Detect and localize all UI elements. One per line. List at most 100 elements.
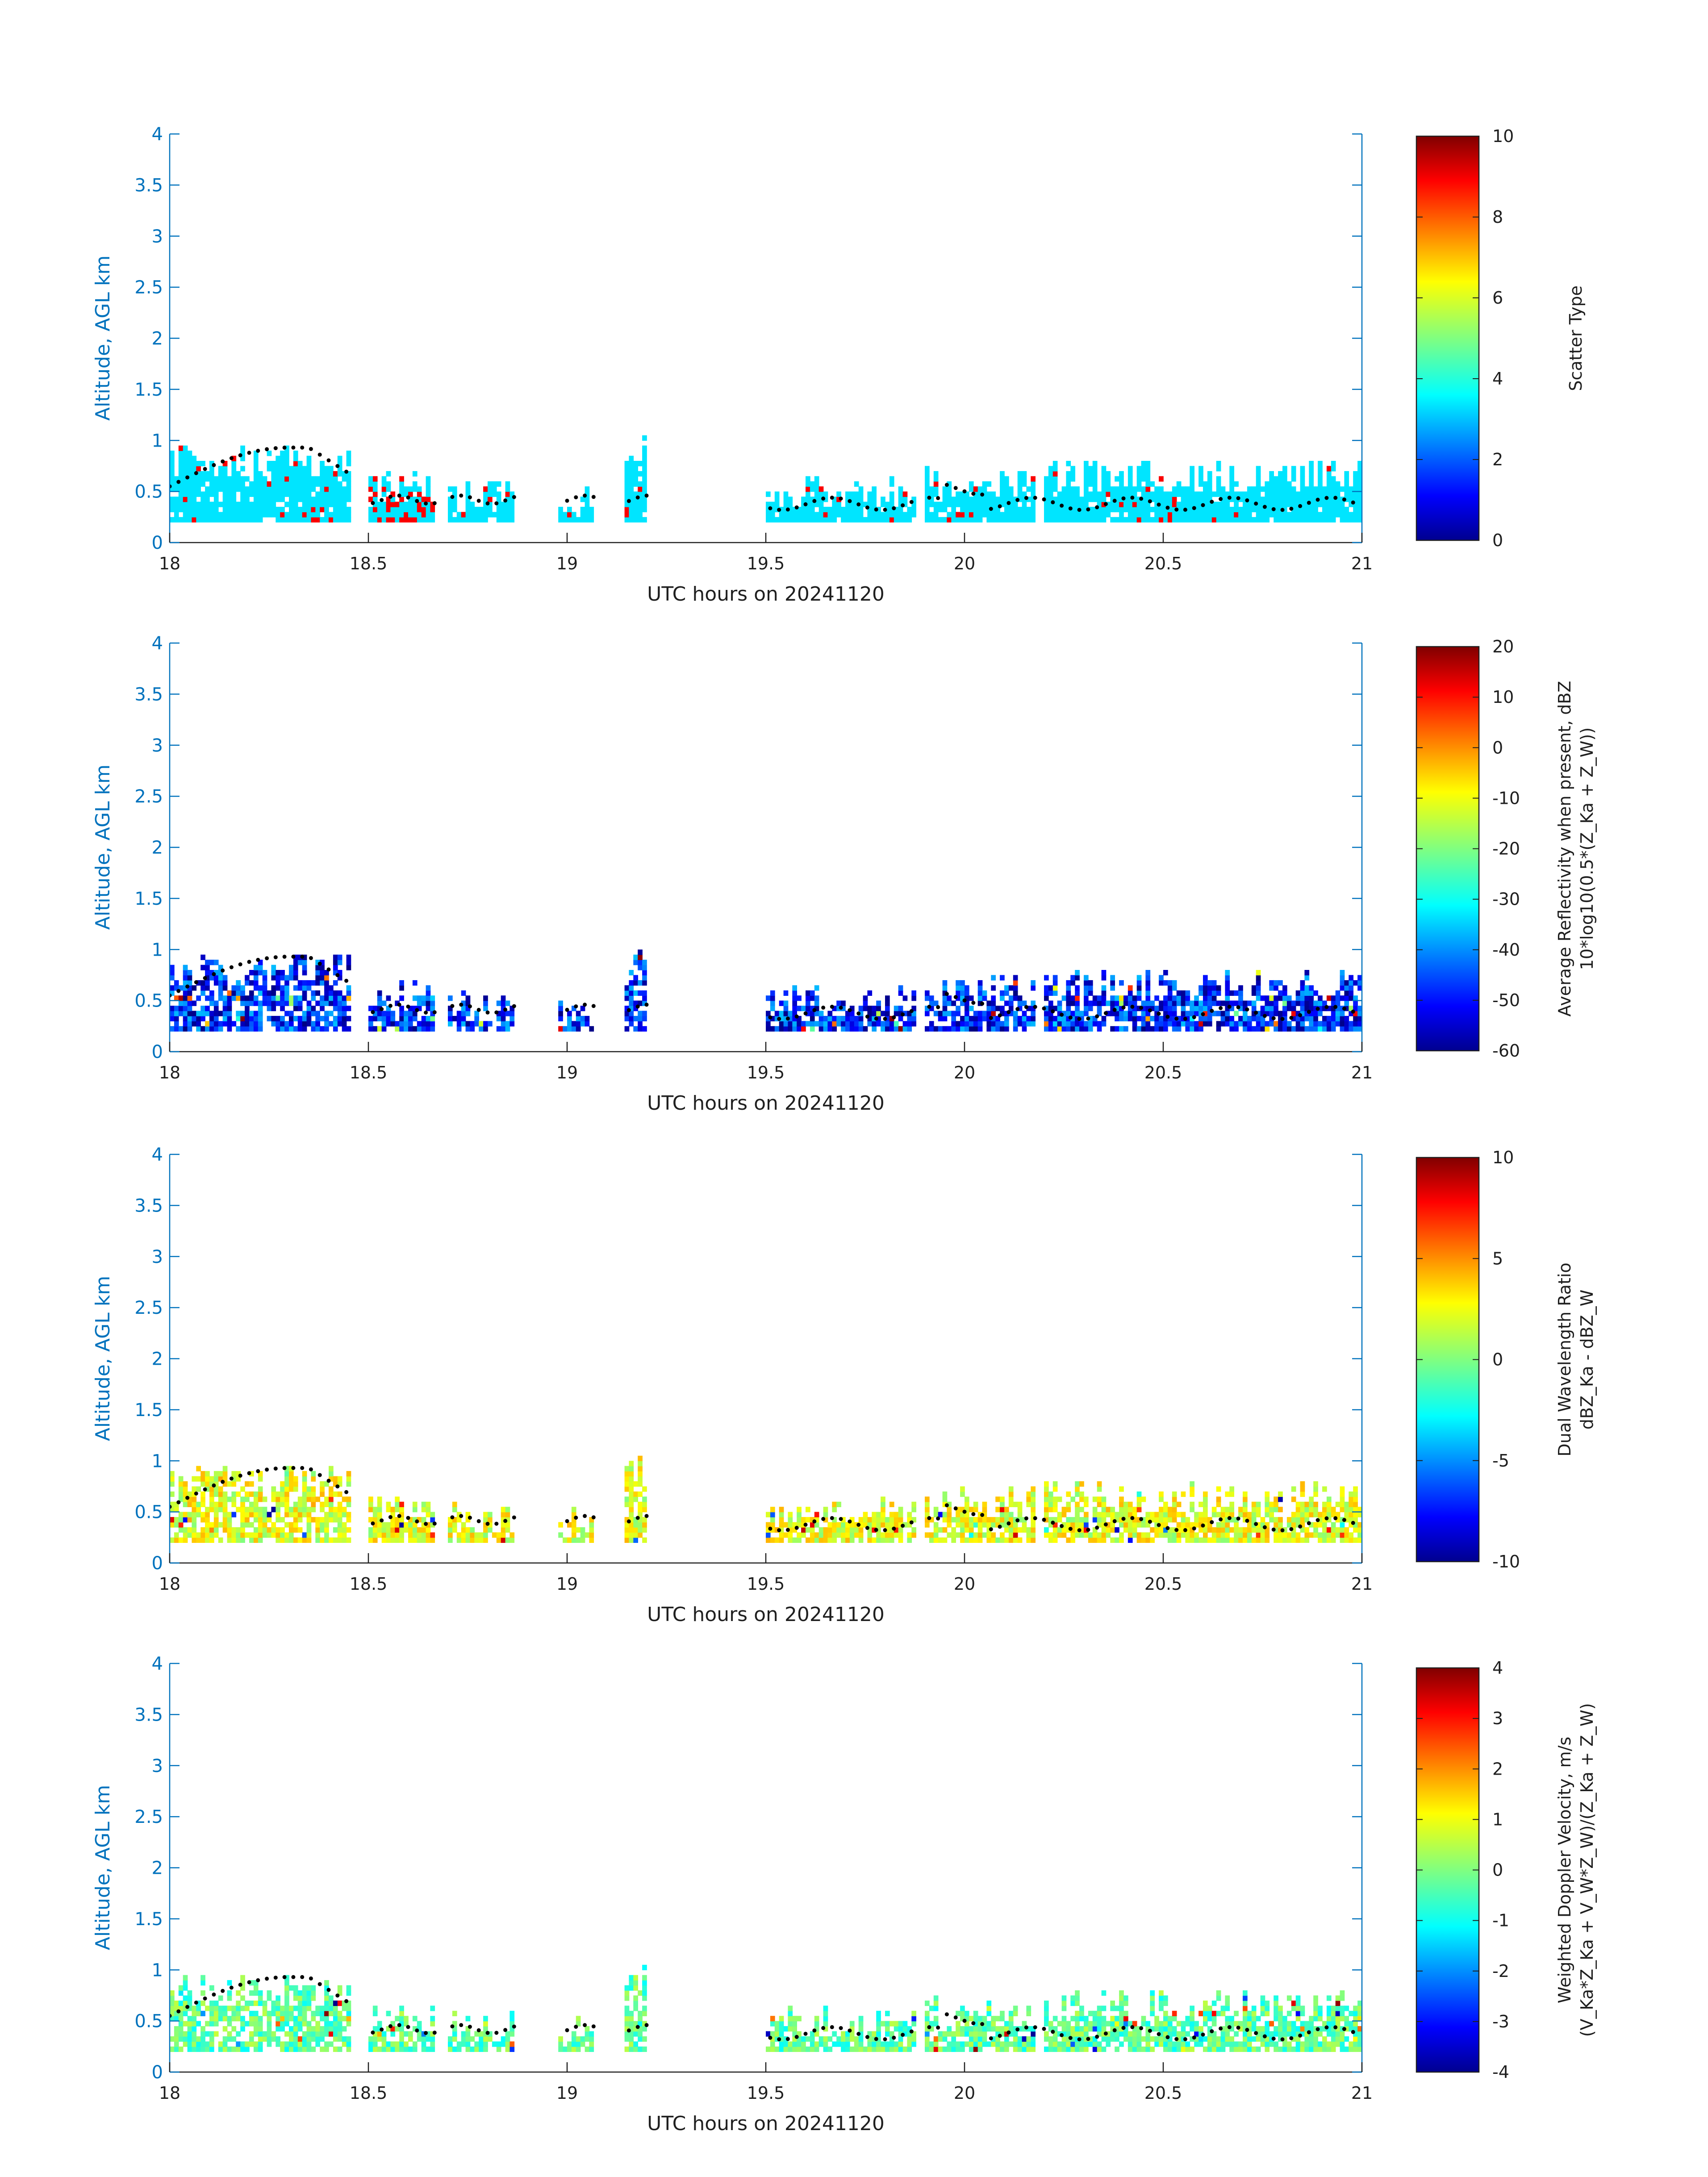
heatmap-cell bbox=[783, 1532, 789, 1538]
heatmap-cell bbox=[841, 1000, 846, 1006]
heatmap-cell bbox=[218, 1496, 223, 1502]
heatmap-cell bbox=[1282, 486, 1287, 492]
heatmap-cell bbox=[333, 1512, 338, 1517]
heatmap-cell bbox=[1318, 1512, 1323, 1517]
heatmap-cell bbox=[1150, 517, 1155, 522]
y-tick-label: 0.5 bbox=[134, 1502, 163, 1523]
heatmap-cell bbox=[558, 1026, 563, 1032]
heatmap-cell bbox=[183, 512, 188, 518]
heatmap-cell bbox=[236, 1491, 241, 1497]
heatmap-cell bbox=[1031, 1496, 1036, 1502]
heatmap-cell bbox=[986, 517, 992, 522]
heatmap-cell bbox=[227, 1011, 232, 1016]
heatmap-cell bbox=[947, 1501, 952, 1507]
heatmap-cell bbox=[1220, 1011, 1226, 1016]
heatmap-cell bbox=[386, 1021, 391, 1027]
heatmap-cell bbox=[1185, 1532, 1190, 1538]
heatmap-cell bbox=[933, 491, 939, 497]
heatmap-cell bbox=[1022, 1527, 1027, 1533]
heatmap-cell bbox=[297, 995, 303, 1001]
heatmap-cell bbox=[1295, 497, 1301, 502]
heatmap-cell bbox=[483, 1522, 488, 1528]
heatmap-cell bbox=[426, 1532, 431, 1538]
heatmap-cell bbox=[377, 1522, 382, 1528]
heatmap-cell bbox=[766, 1011, 771, 1016]
heatmap-cell bbox=[1092, 1496, 1098, 1502]
heatmap-cell bbox=[417, 512, 422, 518]
heatmap-cell bbox=[1132, 1512, 1137, 1517]
heatmap-cell bbox=[1079, 501, 1084, 507]
heatmap-cell bbox=[982, 995, 987, 1001]
heatmap-cell bbox=[1128, 985, 1133, 991]
heatmap-cell bbox=[1132, 512, 1137, 518]
heatmap-cell bbox=[306, 517, 312, 522]
heatmap-cell bbox=[858, 512, 864, 518]
heatmap-cell bbox=[1145, 970, 1151, 976]
heatmap-cell bbox=[814, 497, 819, 502]
heatmap-cell bbox=[1344, 1015, 1349, 1022]
heatmap-cell bbox=[1097, 1481, 1102, 1487]
heatmap-cell bbox=[766, 1527, 771, 1533]
heatmap-cell bbox=[1238, 1512, 1243, 1517]
heatmap-cell bbox=[576, 1537, 581, 1543]
y-axis-label-1: Altitude, AGL km bbox=[92, 255, 114, 421]
heatmap-cell bbox=[412, 1507, 418, 1513]
cloud-base-dot bbox=[388, 494, 393, 499]
heatmap-cell bbox=[280, 990, 285, 996]
heatmap-cell bbox=[845, 1015, 850, 1022]
heatmap-cell bbox=[372, 1006, 378, 1011]
heatmap-cell bbox=[430, 1000, 435, 1006]
heatmap-cell bbox=[386, 471, 391, 477]
heatmap-cell bbox=[258, 1486, 263, 1492]
heatmap-cell bbox=[1052, 1517, 1058, 1523]
heatmap-cell bbox=[1031, 1021, 1036, 1027]
heatmap-cell bbox=[638, 461, 643, 467]
heatmap-cell bbox=[192, 1011, 197, 1016]
heatmap-cell bbox=[293, 476, 298, 482]
heatmap-cell bbox=[329, 517, 334, 522]
heatmap-cell bbox=[1243, 1537, 1248, 1543]
heatmap-cell bbox=[426, 1522, 431, 1528]
heatmap-cell bbox=[1229, 486, 1234, 492]
heatmap-cell bbox=[629, 497, 634, 502]
heatmap-cell bbox=[408, 517, 413, 522]
heatmap-cell bbox=[638, 1532, 643, 1538]
heatmap-cell bbox=[333, 486, 338, 492]
heatmap-cell bbox=[995, 512, 1000, 518]
heatmap-cell bbox=[1128, 506, 1133, 513]
heatmap-cell bbox=[390, 1532, 396, 1538]
heatmap-cell bbox=[236, 990, 241, 996]
heatmap-cell bbox=[1335, 512, 1341, 518]
cloud-base-dot bbox=[1201, 1012, 1205, 1016]
heatmap-cell bbox=[183, 1006, 188, 1011]
heatmap-cell bbox=[1207, 501, 1212, 507]
heatmap-cell bbox=[907, 1522, 912, 1528]
heatmap-cell bbox=[1304, 1527, 1310, 1533]
heatmap-cell bbox=[1207, 512, 1212, 518]
heatmap-cell bbox=[1349, 1011, 1353, 1016]
heatmap-cell bbox=[638, 990, 643, 996]
heatmap-cell bbox=[1199, 512, 1203, 518]
heatmap-cell bbox=[1092, 1021, 1098, 1027]
heatmap-cell bbox=[1132, 1522, 1137, 1528]
x-tick-label: 18.5 bbox=[350, 1063, 388, 1082]
heatmap-cell bbox=[960, 1522, 965, 1528]
heatmap-cell bbox=[633, 466, 638, 472]
heatmap-cell bbox=[368, 486, 373, 492]
heatmap-cell bbox=[329, 497, 334, 502]
heatmap-cell bbox=[1026, 1537, 1031, 1543]
heatmap-cell bbox=[320, 476, 325, 482]
heatmap-cell bbox=[470, 1026, 475, 1032]
heatmap-cell bbox=[426, 1507, 431, 1513]
heatmap-cell bbox=[1216, 466, 1221, 472]
heatmap-cell bbox=[231, 506, 237, 513]
heatmap-cell bbox=[633, 506, 638, 513]
heatmap-cell bbox=[1172, 1537, 1177, 1543]
heatmap-cell bbox=[236, 512, 241, 518]
heatmap-cell bbox=[333, 1481, 338, 1487]
heatmap-cell bbox=[1000, 1496, 1005, 1502]
heatmap-cell bbox=[240, 517, 245, 522]
cloud-base-dot bbox=[583, 1514, 587, 1518]
heatmap-cell bbox=[492, 1532, 497, 1538]
heatmap-cell bbox=[465, 1000, 471, 1006]
